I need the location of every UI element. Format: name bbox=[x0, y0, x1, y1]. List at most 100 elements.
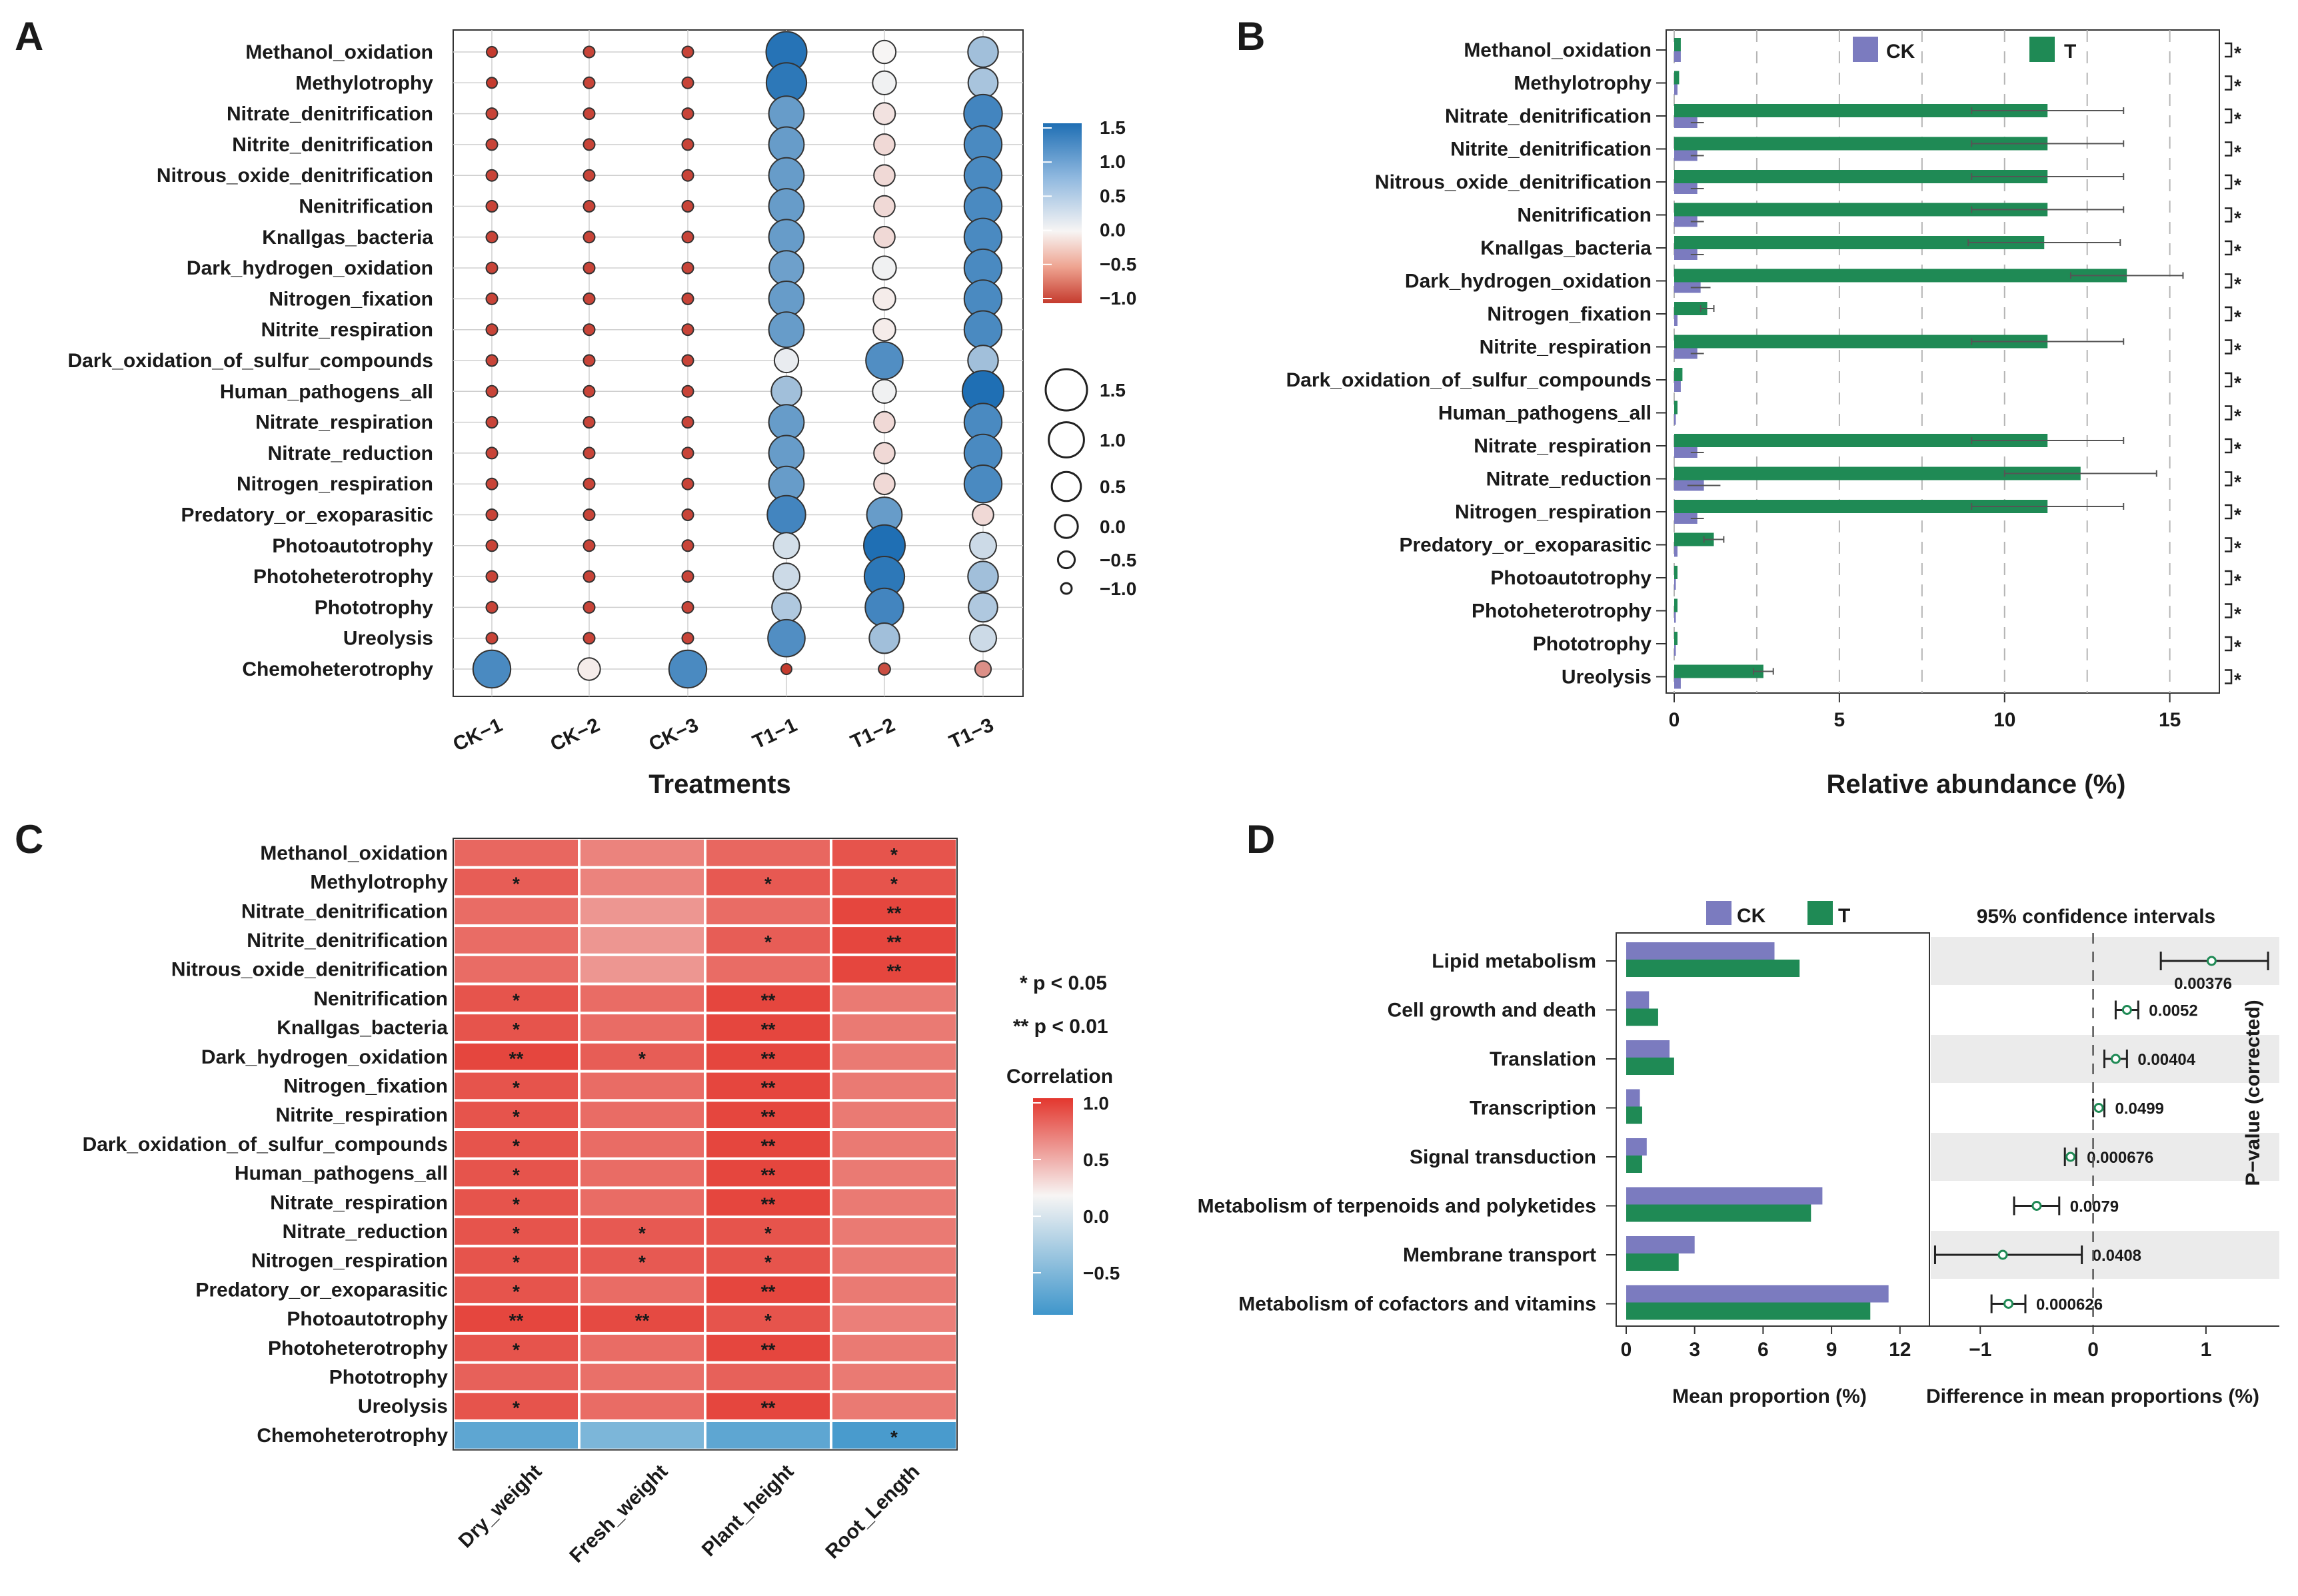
panel-c-sig-star: * bbox=[513, 1019, 520, 1040]
panel-c-row-label: Knallgas_bacteria bbox=[277, 1017, 448, 1039]
panel-a-bubble bbox=[872, 70, 897, 96]
panel-c-sig-star: ** bbox=[761, 1281, 776, 1301]
panel-a-bubble bbox=[582, 138, 596, 151]
panel-c-cell bbox=[832, 1160, 956, 1187]
panel-a-bubble bbox=[772, 532, 800, 560]
panel-c-sig-star: ** bbox=[761, 990, 776, 1010]
panel-c-cell bbox=[706, 1334, 830, 1361]
panel-a-size-legend-label: 0.0 bbox=[1100, 516, 1126, 537]
panel-b-sig-star: * bbox=[2234, 307, 2241, 327]
panel-c-cell bbox=[580, 868, 704, 896]
panel-b-sig-star: * bbox=[2234, 43, 2241, 63]
panel-b-bar-ck bbox=[1674, 84, 1678, 95]
panel-b-sig-bracket bbox=[2225, 636, 2233, 652]
panel-a-bubble bbox=[865, 341, 904, 380]
panel-c-sig-star: * bbox=[513, 1339, 520, 1360]
panel-b-sig-bracket bbox=[2225, 108, 2233, 124]
panel-c-color-bar bbox=[1033, 1098, 1073, 1315]
panel-d-x-title: Mean proportion (%) bbox=[1672, 1385, 1867, 1407]
panel-d-bar-ck bbox=[1626, 942, 1775, 960]
panel-a-bubble bbox=[773, 347, 800, 374]
panel-a-bubble bbox=[485, 169, 499, 182]
panel-b-row-label: Photoautotrophy bbox=[1490, 567, 1652, 589]
panel-a-bubble bbox=[472, 649, 512, 689]
panel-c-cell bbox=[832, 1131, 956, 1158]
panel-c-cell bbox=[832, 840, 956, 866]
panel-c-cell bbox=[580, 1305, 704, 1332]
panel-d-bar-t bbox=[1626, 1302, 1871, 1320]
panel-a-row-label: Nitrous_oxide_denitrification bbox=[157, 165, 433, 187]
panel-c-sig-star: * bbox=[890, 844, 898, 865]
panel-c-sig-star: ** bbox=[761, 1019, 776, 1040]
panel-c-row-label: Nitrogen_respiration bbox=[251, 1250, 448, 1272]
panel-b-sig-star: * bbox=[2234, 438, 2241, 459]
panel-a-bubble bbox=[485, 138, 499, 151]
panel-a-bubble bbox=[768, 126, 805, 163]
panel-d-row-label: Metabolism of terpenoids and polyketides bbox=[1198, 1196, 1596, 1217]
panel-a-bubble bbox=[485, 107, 499, 121]
panel-b-x-tick-label: 15 bbox=[2159, 709, 2181, 731]
panel-a-bubble bbox=[582, 508, 596, 521]
panel-a-bubble bbox=[768, 95, 805, 133]
panel-b-row-label: Nitrogen_respiration bbox=[1455, 501, 1652, 523]
panel-c-cell bbox=[580, 1247, 704, 1274]
panel-c-row-label: Photoheterotrophy bbox=[268, 1337, 448, 1359]
panel-c-sig-star: * bbox=[764, 1310, 772, 1331]
panel-a-bubble bbox=[485, 261, 499, 275]
panel-a-bubble bbox=[768, 404, 805, 440]
panel-b-sig-star: * bbox=[2234, 274, 2241, 295]
panel-b-bar-t bbox=[1674, 500, 2048, 513]
panel-b-sig-bracket bbox=[2225, 372, 2233, 388]
panel-d-bar-t bbox=[1626, 1106, 1642, 1124]
panel-d-bar-t bbox=[1626, 1058, 1674, 1075]
panel-c-sig-star: ** bbox=[887, 961, 902, 982]
panel-b-x-tick-label: 5 bbox=[1834, 709, 1845, 731]
panel-c-row-label: Nitrogen_fixation bbox=[283, 1075, 448, 1097]
panel-b-sig-star: * bbox=[2234, 241, 2241, 261]
panel-c-row-label: Ureolysis bbox=[358, 1395, 448, 1417]
panel-b-sig-star: * bbox=[2234, 142, 2241, 163]
panel-a-bubble bbox=[681, 76, 694, 89]
panel-c-cell bbox=[455, 1014, 578, 1041]
panel-d-ci-point bbox=[2031, 1201, 2042, 1211]
panel-b-row-label: Human_pathogens_all bbox=[1438, 402, 1652, 424]
panel-a-bubble bbox=[768, 250, 804, 287]
panel-a-column-label: CK−2 bbox=[547, 714, 603, 756]
panel-c-cell bbox=[706, 1276, 830, 1303]
panel-c-color-tick-label: −0.5 bbox=[1083, 1263, 1120, 1283]
panel-c-cell bbox=[706, 1363, 830, 1391]
panel-d-ci-point bbox=[1997, 1249, 2008, 1260]
panel-d-ci-point bbox=[2065, 1152, 2076, 1162]
panel-d-ci-title: 95% confidence intervals bbox=[1977, 906, 2215, 928]
panel-c-row-label: Nitrite_respiration bbox=[276, 1104, 448, 1126]
panel-b-sig-star: * bbox=[2234, 406, 2241, 426]
panel-c-color-tick-label: 1.0 bbox=[1083, 1093, 1109, 1114]
panel-c-cell bbox=[455, 1334, 578, 1361]
panel-b-sig-star: * bbox=[2234, 109, 2241, 129]
panel-c-cell bbox=[832, 1043, 956, 1070]
panel-d-bar-ck bbox=[1626, 1285, 1889, 1303]
panel-a-bubble bbox=[485, 632, 499, 645]
panel-c-sig-star: ** bbox=[761, 1165, 776, 1186]
panel-b-bar-ck bbox=[1674, 546, 1678, 557]
panel-d-bar-ci-chart: Lipid metabolism 0.00376 Cell growth and d… bbox=[1198, 901, 2279, 1407]
panel-c-cell bbox=[832, 1422, 956, 1449]
panel-a-bubble bbox=[873, 226, 896, 249]
panel-d-ci-point bbox=[2110, 1054, 2121, 1064]
panel-c-cell bbox=[706, 898, 830, 925]
panel-b-bar-ck bbox=[1674, 249, 1698, 260]
panel-a-bubble bbox=[485, 200, 499, 213]
panel-a-size-legend-circle bbox=[1050, 470, 1082, 502]
panel-c-cell bbox=[580, 1334, 704, 1361]
panel-b-bar-ck bbox=[1674, 579, 1676, 590]
panel-b-bar-t bbox=[1674, 236, 2045, 249]
panel-a-bubble bbox=[582, 76, 596, 89]
panel-label-b: B bbox=[1236, 14, 1265, 59]
panel-a-bubble bbox=[780, 663, 792, 675]
panel-a-bubble bbox=[864, 587, 904, 628]
panel-a-bubble bbox=[485, 292, 499, 305]
panel-c-cell bbox=[455, 1043, 578, 1070]
panel-c-sig-star: * bbox=[638, 1223, 646, 1243]
panel-c-sig-star: ** bbox=[635, 1310, 650, 1331]
panel-c-cell bbox=[455, 927, 578, 954]
